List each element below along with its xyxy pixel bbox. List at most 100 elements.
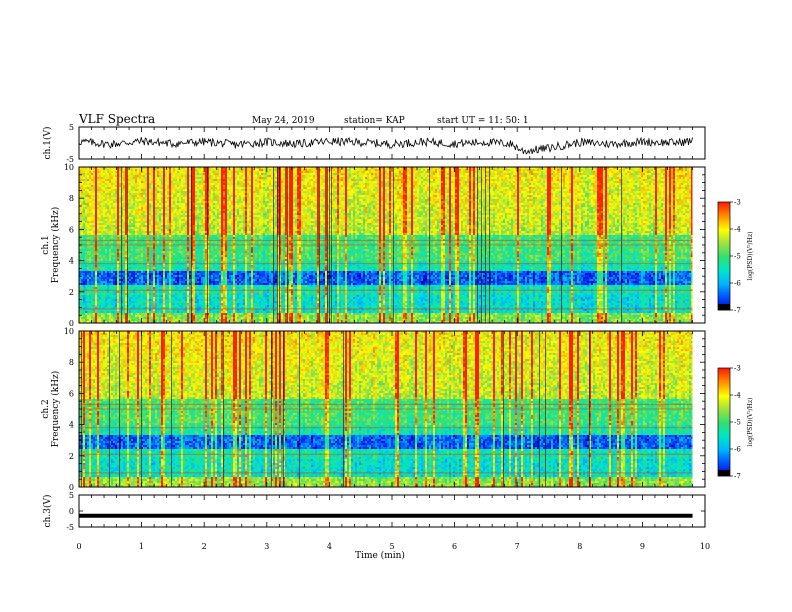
spectrogram-cell <box>139 169 142 172</box>
spectrogram-cell <box>157 191 160 194</box>
spectrogram-cell <box>215 183 218 186</box>
spectrogram-cell <box>425 169 428 172</box>
spectrogram-cell <box>501 171 504 174</box>
spectrogram-cell <box>339 173 342 176</box>
spectrogram-cell <box>325 175 328 178</box>
spectrogram-cell <box>303 193 306 196</box>
spectrogram-cell <box>207 179 210 182</box>
spectrogram-cell <box>233 193 236 196</box>
spectrogram-cell <box>437 195 440 198</box>
spectrogram-cell <box>169 171 172 174</box>
spectrogram-cell <box>493 195 496 198</box>
spectrogram-cell <box>417 177 420 180</box>
spectrogram-cell <box>651 173 654 176</box>
spectrogram-cell <box>179 197 182 200</box>
spectrogram-cell <box>127 179 130 182</box>
spectrogram-cell <box>575 179 578 182</box>
spectrogram-cell <box>239 167 242 170</box>
spectrogram-cell <box>145 171 148 174</box>
spectrogram-cell <box>189 185 192 188</box>
spectrogram-cell <box>499 185 502 188</box>
spectrogram-cell <box>191 183 194 186</box>
spectrogram-cell <box>675 193 678 196</box>
spectrogram-cell <box>81 171 84 174</box>
spectrogram-cell <box>633 169 636 172</box>
spectrogram-cell <box>481 175 484 178</box>
spectrogram-cell <box>113 177 116 180</box>
spectrogram-cell <box>419 183 422 186</box>
spectrogram-cell <box>107 195 110 198</box>
spectrogram-cell <box>561 179 564 182</box>
spectrogram-cell <box>655 181 658 184</box>
spectrogram-cell <box>107 173 110 176</box>
spectrogram-cell <box>503 197 506 200</box>
spectrogram-cell <box>503 195 506 198</box>
spectrogram-cell <box>413 185 416 188</box>
spectrogram-cell <box>345 179 348 182</box>
spectrogram-cell <box>319 169 322 172</box>
spectrogram-cell <box>573 197 576 200</box>
spectrogram-cell <box>411 187 414 190</box>
spectrogram-cell <box>105 193 108 196</box>
spectrogram-cell <box>257 169 260 172</box>
spectrogram-cell <box>147 173 150 176</box>
spectrogram-cell <box>205 173 208 176</box>
spectrogram-cell <box>429 169 432 172</box>
spectrogram-cell <box>185 179 188 182</box>
spectrogram-cell <box>559 169 562 172</box>
spectrogram-cell <box>591 183 594 186</box>
spectrogram-cell <box>337 187 340 190</box>
spectrogram-cell <box>333 171 336 174</box>
spectrogram-cell <box>427 169 430 172</box>
spectrogram-cell <box>377 187 380 190</box>
spectrogram-cell <box>455 167 458 170</box>
spectrogram-cell <box>247 195 250 198</box>
spectrogram-cell <box>605 171 608 174</box>
spectrogram-cell <box>441 193 444 196</box>
spectrogram-cell <box>515 187 518 190</box>
spectrogram-cell <box>477 185 480 188</box>
spectrogram-cell <box>361 189 364 192</box>
spectrogram-cell <box>489 173 492 176</box>
spectrogram-cell <box>407 189 410 192</box>
spectrogram-cell <box>345 195 348 198</box>
spectrogram-cell <box>265 167 268 170</box>
spectrogram-cell <box>551 191 554 194</box>
spectrogram-cell <box>419 193 422 196</box>
spectrogram-cell <box>467 191 470 194</box>
spectrogram-cell <box>161 167 164 170</box>
spectrogram-cell <box>205 193 208 196</box>
spectrogram-cell <box>163 173 166 176</box>
spectrogram-cell <box>99 173 102 176</box>
spectrogram-cell <box>83 173 86 176</box>
spectrogram-cell <box>473 173 476 176</box>
spectrogram-cell <box>443 173 446 176</box>
spectrogram-cell <box>273 193 276 196</box>
spectrogram-cell <box>187 193 190 196</box>
header-date: May 24, 2019 <box>252 116 315 126</box>
spectrogram-cell <box>103 189 106 192</box>
spectrogram-cell <box>79 179 82 182</box>
spectrogram-cell <box>243 189 246 192</box>
spectrogram-cell <box>185 187 188 190</box>
spectrogram-cell <box>197 193 200 196</box>
spectrogram-cell <box>283 175 286 178</box>
spectrogram-cell <box>681 191 684 194</box>
spectrogram-cell <box>299 187 302 190</box>
spectrogram-cell <box>669 177 672 180</box>
spectrogram-cell <box>219 179 222 182</box>
spectrogram-cell <box>455 193 458 196</box>
spectrogram-cell <box>319 197 322 200</box>
spectrogram-cell <box>135 181 138 184</box>
spectrogram-cell <box>423 181 426 184</box>
spectrogram-cell <box>655 169 658 172</box>
spectrogram-cell <box>433 189 436 192</box>
spectrogram-cell <box>449 195 452 198</box>
spectrogram-cell <box>449 177 452 180</box>
spectrogram-cell <box>93 189 96 192</box>
spectrogram-cell <box>259 183 262 186</box>
spectrogram-cell <box>639 181 642 184</box>
spectrogram-cell <box>621 185 624 188</box>
spectrogram-cell <box>157 169 160 172</box>
spectrogram-cell <box>363 169 366 172</box>
